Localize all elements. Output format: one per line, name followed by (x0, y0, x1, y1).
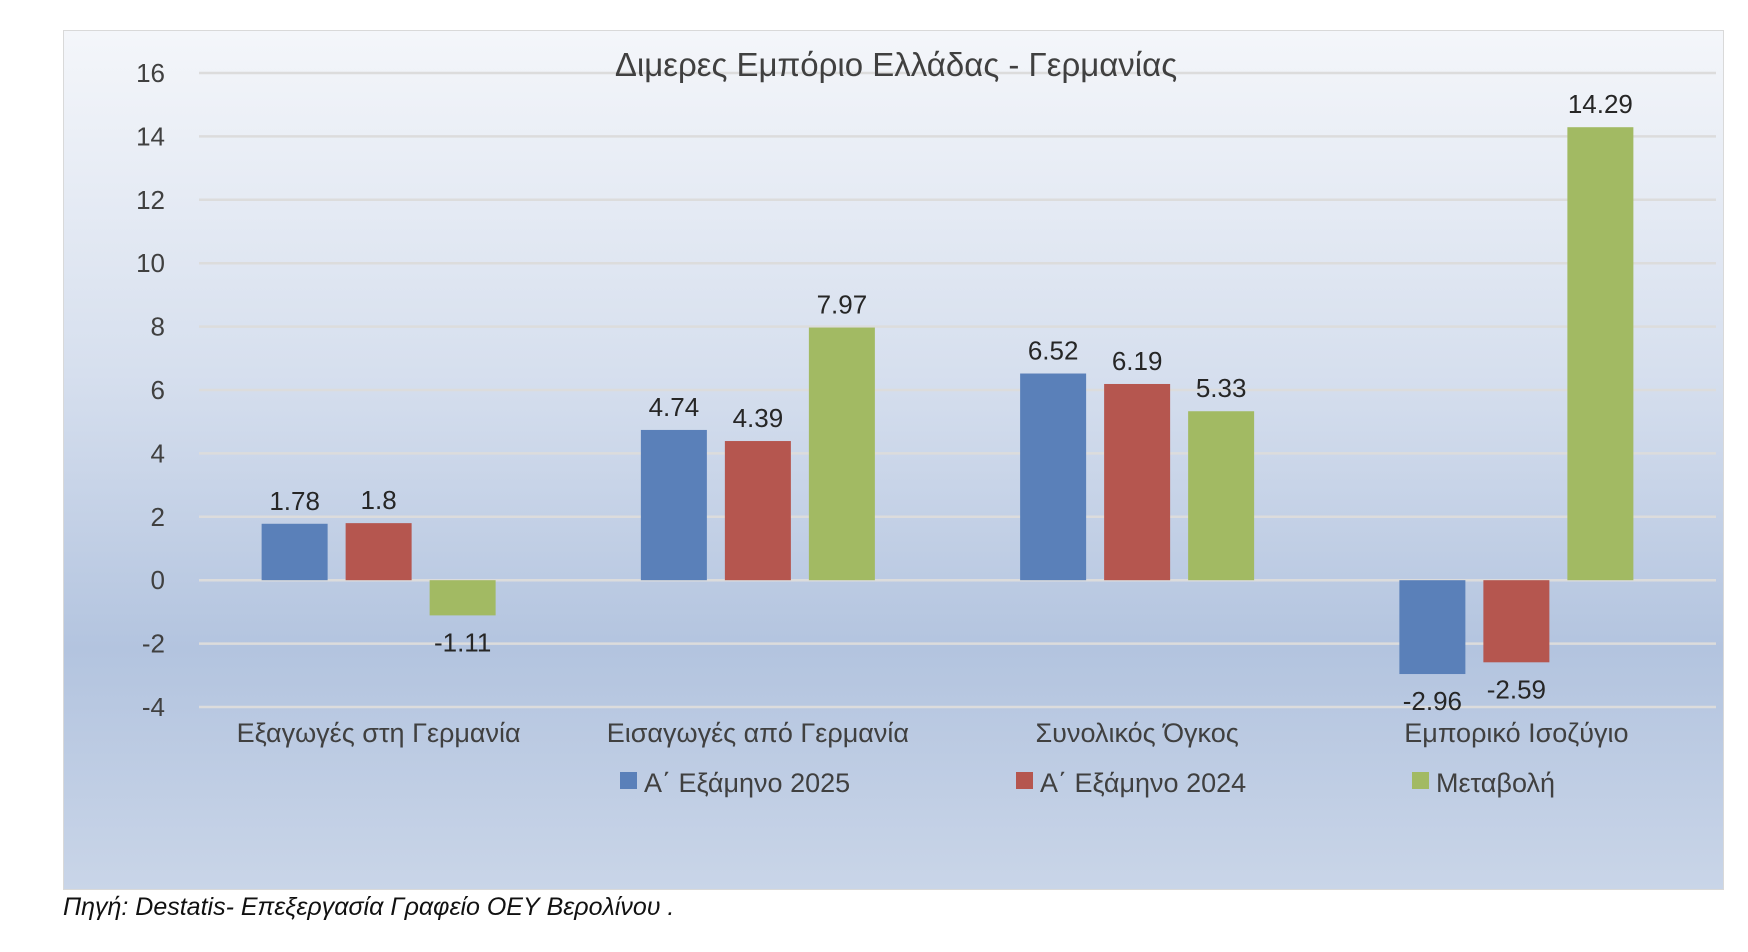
bar (1188, 411, 1255, 581)
data-label: 7.97 (817, 290, 868, 320)
data-label: -1.11 (434, 627, 491, 657)
y-tick-label: 2 (151, 502, 165, 532)
bar (1483, 580, 1550, 663)
category-label: Εισαγωγές από Γερμανία (607, 718, 909, 748)
source-note: Πηγή: Destatis- Επεξεργασία Γραφείο ΟΕΥ … (63, 893, 675, 921)
y-tick-label: 8 (151, 312, 165, 342)
chart-area (63, 30, 1724, 890)
category-label: Εξαγωγές στη Γερμανία (237, 718, 521, 748)
y-tick-label: -4 (142, 692, 165, 722)
data-label: 14.29 (1568, 89, 1633, 119)
data-label: -2.59 (1487, 674, 1546, 704)
y-tick-label: 14 (136, 121, 165, 151)
category-label: Συνολικός Όγκος (1035, 718, 1238, 748)
bar (1020, 373, 1087, 581)
y-tick-label: 4 (151, 438, 165, 468)
y-tick-label: 10 (136, 248, 165, 278)
legend-swatch (620, 772, 637, 789)
y-tick-label: 0 (151, 565, 165, 595)
bar (808, 327, 875, 581)
y-tick-label: 16 (136, 58, 165, 88)
bar (1567, 127, 1634, 581)
legend-label: Μεταβολή (1436, 768, 1555, 798)
bar (261, 523, 328, 581)
category-label: Εμπορικό Ισοζύγιο (1404, 718, 1628, 748)
legend-swatch (1412, 772, 1429, 789)
bar (640, 429, 707, 581)
bar (1104, 383, 1171, 581)
legend-label: Α΄ Εξάμηνο 2025 (644, 768, 850, 798)
data-label: 4.39 (733, 403, 784, 433)
data-label: 6.19 (1112, 346, 1163, 376)
legend-swatch (1016, 772, 1033, 789)
y-tick-label: 12 (136, 185, 165, 215)
data-label: 6.52 (1028, 336, 1079, 366)
data-label: 1.78 (269, 486, 320, 516)
data-label: -2.96 (1403, 686, 1462, 716)
bar (724, 441, 791, 581)
bar (429, 580, 496, 616)
data-label: 1.8 (361, 485, 397, 515)
y-tick-label: -2 (142, 629, 165, 659)
bar (1399, 580, 1466, 675)
bar (345, 523, 412, 581)
data-label: 5.33 (1196, 373, 1247, 403)
legend-label: Α΄ Εξάμηνο 2024 (1040, 768, 1246, 798)
data-label: 4.74 (649, 392, 700, 422)
y-tick-label: 6 (151, 375, 165, 405)
chart-title: Διμερες Εμπόριο Ελλάδας - Γερμανίας (615, 46, 1177, 83)
